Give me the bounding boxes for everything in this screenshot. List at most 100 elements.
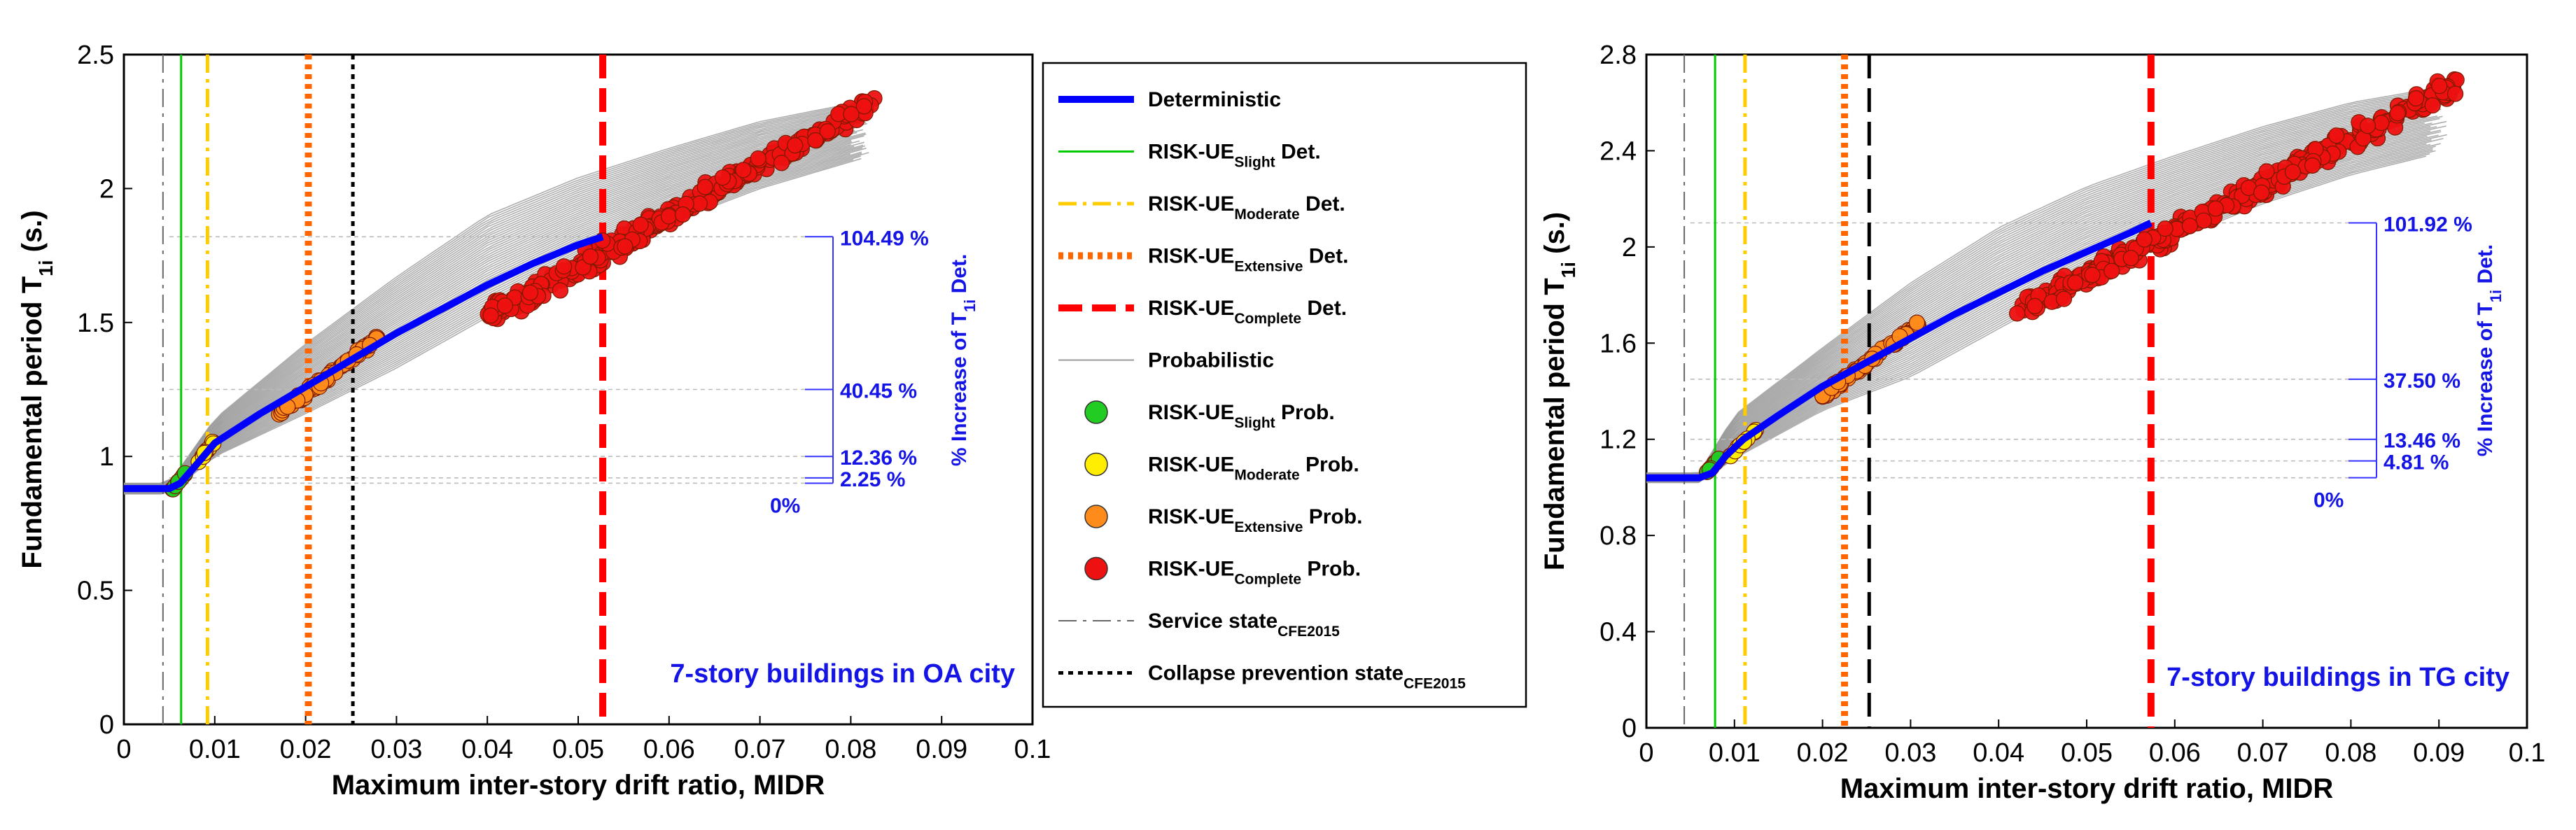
scatter-point-complete (2431, 78, 2448, 94)
scatter-point-complete (735, 162, 752, 178)
scatter-point-complete (617, 238, 634, 255)
y-tick-label: 0 (1622, 714, 1637, 743)
deterministic-curve (124, 233, 604, 493)
plot-area (124, 55, 883, 724)
x-axis-label: Maximum inter-story drift ratio, MIDR (332, 770, 825, 801)
y-axis-label-suffix: (s.) (1539, 212, 1570, 262)
scatter-point-complete (2122, 250, 2139, 267)
scatter-point-complete (714, 169, 732, 186)
y-tick-label: 2 (99, 174, 114, 204)
x-tick-label: 0.03 (1884, 738, 1936, 768)
legend-item-label: RISK-UEModerate Det. (1148, 192, 1345, 223)
probabilistic-curve (1646, 105, 2428, 477)
scatter-point-complete (2067, 274, 2084, 291)
scatter-point-complete (582, 248, 599, 265)
y-tick-label: 1.5 (77, 309, 114, 338)
legend-label-main: RISK-UE (1148, 401, 1234, 424)
y-tick-label: 0.5 (77, 577, 114, 606)
x-tick-label: 0.07 (2237, 738, 2289, 768)
probabilistic-curve (124, 107, 857, 485)
scatter-point-complete (696, 178, 713, 195)
probabilistic-curve (124, 104, 854, 484)
percent-label: 0% (2314, 489, 2344, 512)
legend-label-main: RISK-UE (1148, 245, 1234, 268)
probabilistic-curve (1646, 107, 2435, 477)
legend-label-sub: Slight (1234, 154, 1275, 170)
probabilistic-curve (124, 122, 867, 488)
x-tick-label: 0.04 (461, 735, 513, 764)
percent-axis-sub: 1i (2487, 290, 2505, 302)
probabilistic-curve (124, 119, 850, 487)
percent-label: 37.50 % (2384, 370, 2460, 393)
scatter-point-complete (482, 307, 499, 324)
legend-label-main: Probabilistic (1148, 349, 1274, 372)
probabilistic-curve (1646, 92, 2440, 474)
chart-caption: 7-story buildings in TG city (2166, 663, 2510, 692)
legend-label-suffix: Prob. (1301, 558, 1361, 581)
probabilistic-curve (1646, 103, 2446, 477)
legend-item-label: RISK-UEExtensive Prob. (1148, 505, 1362, 535)
legend-item-label: RISK-UEExtensive Det. (1148, 245, 1348, 275)
y-axis-label-sub: 1i (1558, 262, 1579, 278)
scatter-point-complete (2195, 212, 2212, 229)
x-tick-label: 0.02 (280, 735, 332, 764)
y-tick-label: 2.8 (1600, 41, 1637, 70)
legend-item-label: Collapse prevention stateCFE2015 (1148, 662, 1466, 692)
percent-label: 4.81 % (2384, 451, 2449, 474)
legend-label-suffix: Det. (1300, 192, 1345, 216)
legend-item-label: RISK-UESlight Prob. (1148, 401, 1335, 431)
percent-label: 12.36 % (840, 446, 917, 470)
legend-box (1042, 62, 1527, 708)
y-axis-label-suffix: (s.) (17, 210, 48, 260)
probabilistic-curve (124, 118, 865, 488)
scatter-point-complete (843, 106, 860, 122)
percent-label: 0% (770, 494, 800, 517)
chart-panel-2: 0 0.01 0.02 0.03 0.04 0.05 0.06 0.07 0.08 0.09 0.1… (1539, 41, 2545, 804)
scatter-point-complete (2328, 127, 2345, 144)
y-tick-label: 1 (99, 442, 114, 472)
chart-panel-1: 0 0.01 0.02 0.03 0.04 0.05 0.06 0.07 0.08 0.09 0.1… (17, 41, 1051, 801)
legend-label-sub: Moderate (1234, 206, 1299, 223)
scatter-point-complete (660, 208, 678, 225)
y-axis-label-main: Fundamental period T (1539, 278, 1570, 570)
x-tick-label: 0.01 (189, 735, 241, 764)
scatter-point-complete (2055, 290, 2073, 307)
scatter-point-complete (2253, 184, 2270, 201)
legend-item-label: Probabilistic (1148, 349, 1274, 372)
legend-label-sub: Moderate (1234, 467, 1299, 483)
probabilistic-curve (124, 117, 854, 487)
percent-axis-suffix: Det. (2474, 244, 2497, 290)
scatter-point-complete (2359, 118, 2376, 134)
scatter-point-complete (2424, 97, 2441, 114)
scatter-point-complete (632, 216, 649, 233)
legend-label-main: Collapse prevention state (1148, 662, 1404, 685)
y-tick-label: 0.8 (1600, 521, 1637, 551)
scatter-point-complete (819, 123, 836, 140)
plot-area (1646, 55, 2465, 728)
scatter-point-complete (2447, 85, 2464, 102)
scatter-point-complete (2407, 90, 2425, 107)
scatter-point-extensive (1908, 314, 1926, 331)
legend-label-suffix: Prob. (1300, 453, 1359, 477)
scatter-point-complete (2373, 115, 2390, 132)
scatter-point-complete (522, 284, 539, 301)
legend-label-sub: CFE2015 (1278, 624, 1340, 640)
x-tick-label: 0.08 (2325, 738, 2376, 768)
x-tick-label: 0.03 (370, 735, 422, 764)
legend-label-suffix: Prob. (1303, 505, 1362, 528)
legend-label-main: RISK-UE (1148, 505, 1234, 528)
probabilistic-curve (124, 129, 863, 489)
probabilistic-curve (124, 110, 869, 486)
percent-axis-suffix: Det. (948, 254, 971, 300)
y-tick-label: 0 (99, 710, 114, 740)
legend-label-main: RISK-UE (1148, 141, 1234, 164)
x-tick-label: 0.07 (734, 735, 786, 764)
probabilistic-curve (124, 108, 864, 486)
legend-item-label: RISK-UEComplete Prob. (1148, 558, 1361, 588)
scatter-point-complete (552, 282, 569, 299)
probabilistic-curve (1646, 108, 2442, 477)
percent-label: 2.25 % (840, 468, 905, 491)
legend-item-label: RISK-UEComplete Det. (1148, 297, 1347, 327)
probabilistic-curve (124, 101, 859, 484)
probabilistic-curve (1646, 110, 2425, 477)
